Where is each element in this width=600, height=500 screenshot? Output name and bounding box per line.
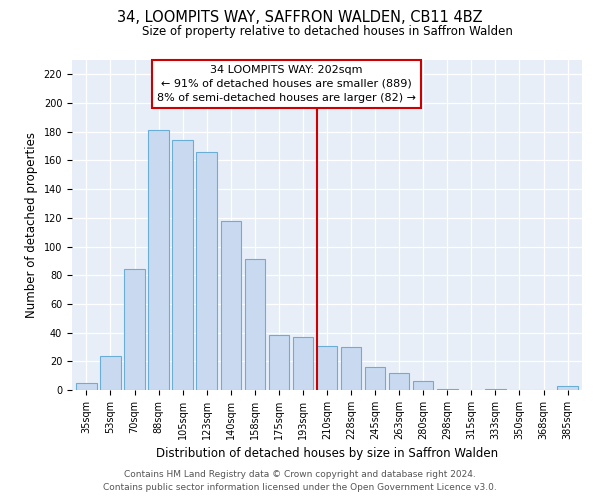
Bar	[172, 140, 193, 390]
Bar	[413, 382, 433, 390]
Bar	[76, 383, 97, 390]
Title: Size of property relative to detached houses in Saffron Walden: Size of property relative to detached ho…	[142, 25, 512, 38]
Bar	[341, 347, 361, 390]
Text: 34, LOOMPITS WAY, SAFFRON WALDEN, CB11 4BZ: 34, LOOMPITS WAY, SAFFRON WALDEN, CB11 4…	[117, 10, 483, 25]
X-axis label: Distribution of detached houses by size in Saffron Walden: Distribution of detached houses by size …	[156, 448, 498, 460]
Bar	[196, 152, 217, 390]
Bar	[557, 386, 578, 390]
Bar	[148, 130, 169, 390]
Text: Contains HM Land Registry data © Crown copyright and database right 2024.
Contai: Contains HM Land Registry data © Crown c…	[103, 470, 497, 492]
Bar	[437, 388, 458, 390]
Bar	[221, 220, 241, 390]
Bar	[317, 346, 337, 390]
Bar	[365, 367, 385, 390]
Bar	[389, 373, 409, 390]
Y-axis label: Number of detached properties: Number of detached properties	[25, 132, 38, 318]
Bar	[269, 336, 289, 390]
Bar	[245, 260, 265, 390]
Bar	[293, 337, 313, 390]
Bar	[124, 270, 145, 390]
Text: 34 LOOMPITS WAY: 202sqm  
← 91% of detached houses are smaller (889)
8% of semi-: 34 LOOMPITS WAY: 202sqm ← 91% of detache…	[157, 65, 416, 103]
Bar	[100, 356, 121, 390]
Bar	[485, 388, 506, 390]
